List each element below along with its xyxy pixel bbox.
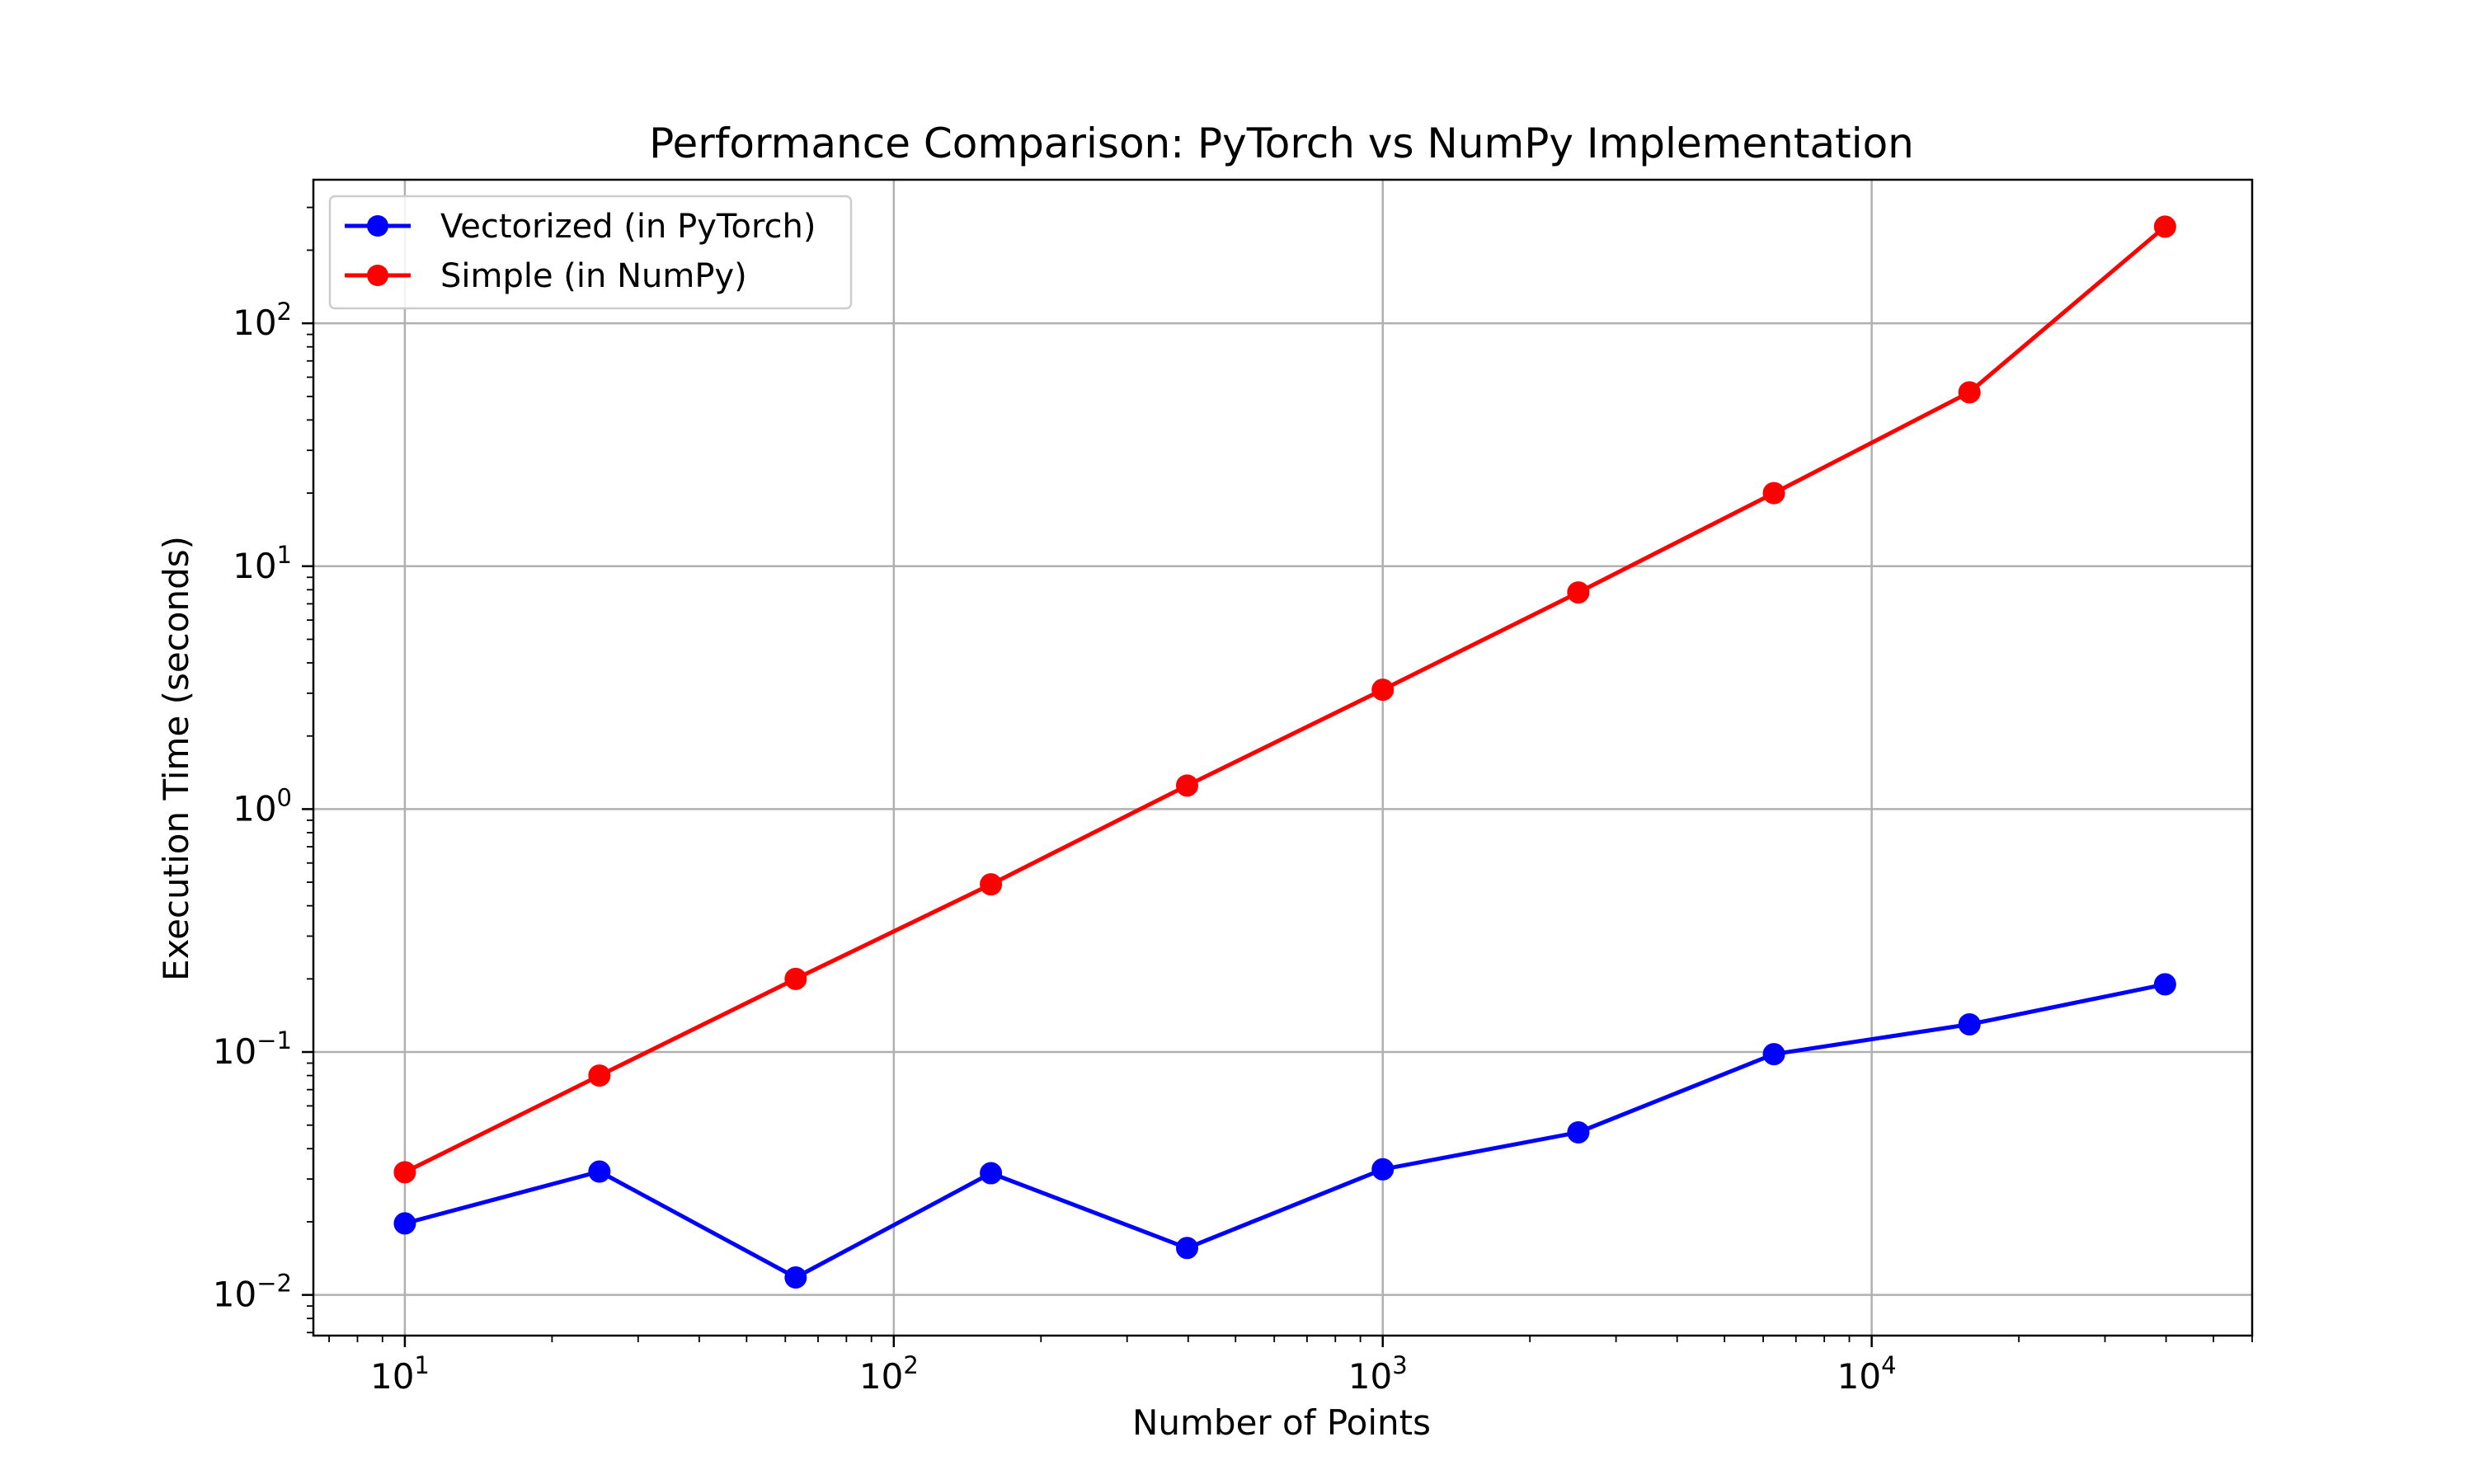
y-tick-base: 10 — [213, 1031, 256, 1072]
y-tick-exponent: 2 — [277, 298, 292, 326]
legend-swatch-marker — [367, 215, 388, 237]
legend-label: Vectorized (in PyTorch) — [440, 208, 816, 246]
data-point — [1175, 774, 1198, 797]
data-point — [784, 967, 807, 990]
y-tick-label: 10−2 — [213, 1270, 292, 1315]
x-tick-base: 10 — [1348, 1356, 1392, 1397]
data-point — [1371, 679, 1395, 702]
data-point — [1762, 481, 1785, 505]
minor-ticks — [307, 206, 2253, 1342]
data-point — [2153, 973, 2176, 996]
data-point — [1762, 1043, 1785, 1066]
y-tick-exponent: −1 — [256, 1026, 292, 1054]
data-point — [588, 1064, 611, 1087]
legend: Vectorized (in PyTorch) Simple (in NumPy) — [328, 195, 853, 310]
data-point — [980, 1162, 1003, 1185]
plot-area-frame — [312, 178, 2254, 1337]
data-point — [2153, 215, 2176, 238]
y-tick-base: 10 — [233, 303, 276, 343]
x-tick-label: 102 — [859, 1351, 919, 1397]
data-point — [980, 873, 1003, 896]
chart-title: Performance Comparison: PyTorch vs NumPy… — [649, 120, 1914, 167]
y-tick-exponent: 0 — [277, 783, 292, 811]
data-point — [1371, 1158, 1395, 1181]
x-tick-label: 101 — [370, 1351, 430, 1397]
y-tick-base: 10 — [233, 546, 276, 586]
y-tick-exponent: 1 — [277, 541, 292, 569]
y-tick-label: 100 — [233, 783, 292, 829]
x-tick-exponent: 2 — [903, 1351, 918, 1379]
legend-item: Simple (in NumPy) — [345, 257, 747, 295]
x-tick-base: 10 — [859, 1356, 903, 1397]
data-point — [1175, 1237, 1198, 1260]
y-tick-base: 10 — [213, 1275, 256, 1315]
series-line — [404, 982, 2166, 1280]
series-1 — [393, 973, 2176, 1289]
x-tick-base: 10 — [370, 1356, 414, 1397]
y-axis-label: Execution Time (seconds) — [156, 536, 196, 981]
series-line — [403, 224, 2167, 1175]
x-tick-label: 104 — [1837, 1351, 1897, 1397]
data-point — [1958, 1012, 1981, 1036]
legend-label: Simple (in NumPy) — [440, 257, 747, 295]
x-tick-label: 103 — [1348, 1351, 1408, 1397]
x-tick-exponent: 3 — [1392, 1351, 1407, 1379]
series — [393, 215, 2176, 1289]
y-tick-label: 10−1 — [213, 1026, 292, 1072]
y-tick-label: 102 — [233, 298, 292, 343]
grid — [313, 180, 2252, 1336]
x-tick-base: 10 — [1837, 1356, 1881, 1397]
y-tick-base: 10 — [233, 788, 276, 829]
major-ticks — [302, 322, 1873, 1347]
legend-item: Vectorized (in PyTorch) — [345, 208, 816, 246]
data-point — [588, 1160, 611, 1183]
y-tick-exponent: −2 — [256, 1270, 292, 1298]
data-point — [1567, 581, 1590, 604]
data-point — [393, 1212, 416, 1235]
data-point — [393, 1161, 416, 1184]
data-point — [784, 1266, 807, 1289]
x-tick-exponent: 1 — [414, 1351, 429, 1379]
x-tick-labels: 101 102 103 104 — [370, 1351, 1897, 1397]
data-point — [1958, 381, 1981, 404]
series-2 — [393, 215, 2176, 1184]
legend-swatch-marker — [367, 265, 388, 286]
y-tick-label: 101 — [233, 541, 292, 586]
data-point — [1567, 1120, 1590, 1144]
x-axis-label: Number of Points — [1132, 1402, 1431, 1443]
legend-box — [328, 195, 853, 310]
x-tick-exponent: 4 — [1881, 1351, 1896, 1379]
